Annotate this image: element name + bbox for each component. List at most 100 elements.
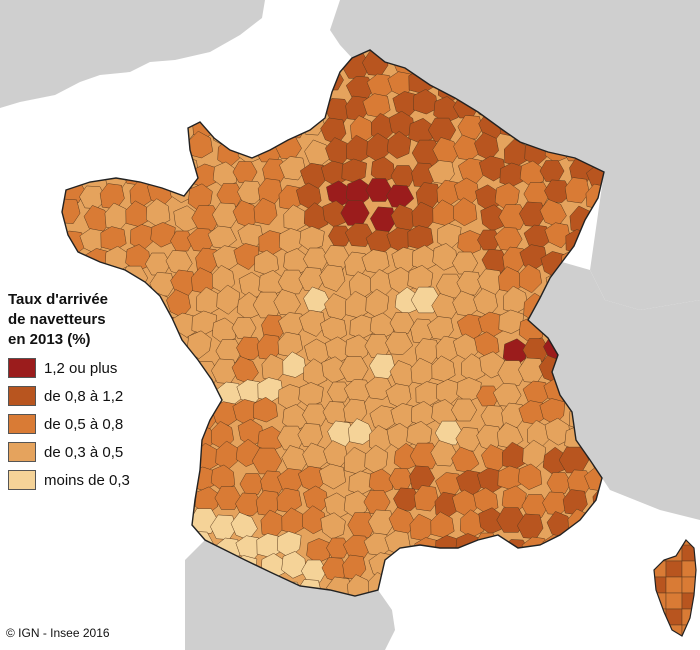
belgium-germany-landmass [330, 0, 700, 310]
employment-zone [327, 381, 351, 403]
employment-zone [326, 537, 350, 559]
employment-zone [586, 164, 604, 189]
employment-zone [479, 351, 505, 379]
legend-swatch [8, 414, 36, 434]
employment-zone [348, 418, 375, 445]
employment-zone [365, 178, 393, 202]
legend-swatch [8, 442, 36, 462]
legend-label: 1,2 ou plus [44, 359, 118, 377]
employment-zone [282, 351, 307, 378]
employment-zone [170, 230, 194, 252]
employment-zone [216, 284, 241, 315]
employment-zone [393, 487, 422, 511]
legend-item: de 0,5 à 0,8 [8, 410, 178, 438]
employment-zone [665, 592, 683, 610]
employment-zone [239, 473, 265, 495]
employment-zone [479, 155, 506, 182]
legend-item: de 0,3 à 0,5 [8, 438, 178, 466]
employment-zone [186, 330, 212, 360]
employment-zone [389, 312, 415, 334]
map-credit: © IGN - Insee 2016 [6, 626, 110, 640]
employment-zone [665, 560, 683, 578]
employment-zone [235, 492, 264, 516]
employment-zone [544, 222, 571, 249]
legend-item: moins de 0,3 [8, 466, 178, 494]
employment-zone [233, 243, 260, 271]
employment-zone [236, 336, 265, 360]
employment-zone [432, 137, 460, 164]
employment-zone [546, 472, 572, 494]
legend-swatch [8, 470, 36, 490]
employment-zone [368, 509, 395, 535]
employment-zone [413, 89, 438, 115]
employment-zone [665, 576, 683, 594]
employment-zone [302, 403, 328, 427]
employment-zone [519, 263, 542, 294]
employment-zone [544, 417, 571, 446]
legend-label: de 0,3 à 0,5 [44, 443, 124, 461]
map-legend: Taux d'arrivée de navetteurs en 2013 (%)… [8, 290, 178, 494]
legend-label: moins de 0,3 [44, 471, 130, 489]
employment-zone [521, 494, 549, 518]
employment-zone [214, 486, 242, 510]
employment-zone [385, 331, 414, 355]
legend-swatch [8, 386, 36, 406]
employment-zone [519, 244, 548, 269]
employment-zone [451, 398, 477, 422]
employment-zone [299, 309, 326, 337]
legend-swatch [8, 358, 36, 378]
employment-zone [281, 551, 307, 579]
employment-zone [430, 440, 458, 467]
employment-zone [326, 576, 353, 596]
employment-zone [390, 165, 416, 187]
legend-item: 1,2 ou plus [8, 354, 178, 382]
legend-item: de 0,8 à 1,2 [8, 382, 178, 410]
legend-label: de 0,5 à 0,8 [44, 415, 124, 433]
employment-zone [303, 247, 329, 271]
employment-zone [364, 376, 394, 400]
legend-label: de 0,8 à 1,2 [44, 387, 124, 405]
employment-zone [498, 204, 528, 230]
employment-zone [277, 269, 307, 295]
corsica-outline [653, 539, 697, 637]
employment-zone [413, 485, 439, 512]
employment-zone [517, 463, 543, 490]
employment-zone [369, 353, 396, 379]
employment-zone [455, 427, 481, 452]
employment-zone [253, 397, 278, 423]
employment-zone [301, 505, 327, 535]
employment-zone [344, 223, 374, 247]
employment-zone [319, 463, 346, 490]
employment-zone [237, 180, 266, 204]
employment-zone [150, 222, 176, 248]
employment-zone [497, 360, 527, 386]
england-landmass [0, 0, 265, 108]
employment-zone [281, 445, 309, 472]
spain-landmass [185, 540, 395, 650]
employment-zone [456, 271, 482, 296]
switzerland-italy-landmass [528, 262, 700, 520]
france-outline [61, 49, 605, 597]
employment-zone [564, 177, 590, 204]
employment-zone [386, 130, 412, 159]
legend-title-line: en 2013 (%) [8, 331, 91, 348]
employment-zone [328, 225, 352, 247]
employment-zone [498, 309, 524, 334]
employment-zone [62, 198, 81, 224]
employment-zone [279, 156, 306, 181]
employment-zone [370, 206, 397, 232]
employment-zone [452, 197, 478, 227]
employment-zone [544, 179, 573, 203]
employment-zone [457, 115, 483, 140]
employment-zone [301, 559, 327, 583]
employment-zone [432, 243, 458, 271]
employment-zone [149, 272, 175, 297]
employment-zone [319, 264, 346, 292]
employment-zone [212, 202, 239, 228]
legend-title-line: de navetteurs [8, 311, 106, 328]
employment-zone [253, 197, 278, 226]
employment-zone [431, 293, 459, 320]
